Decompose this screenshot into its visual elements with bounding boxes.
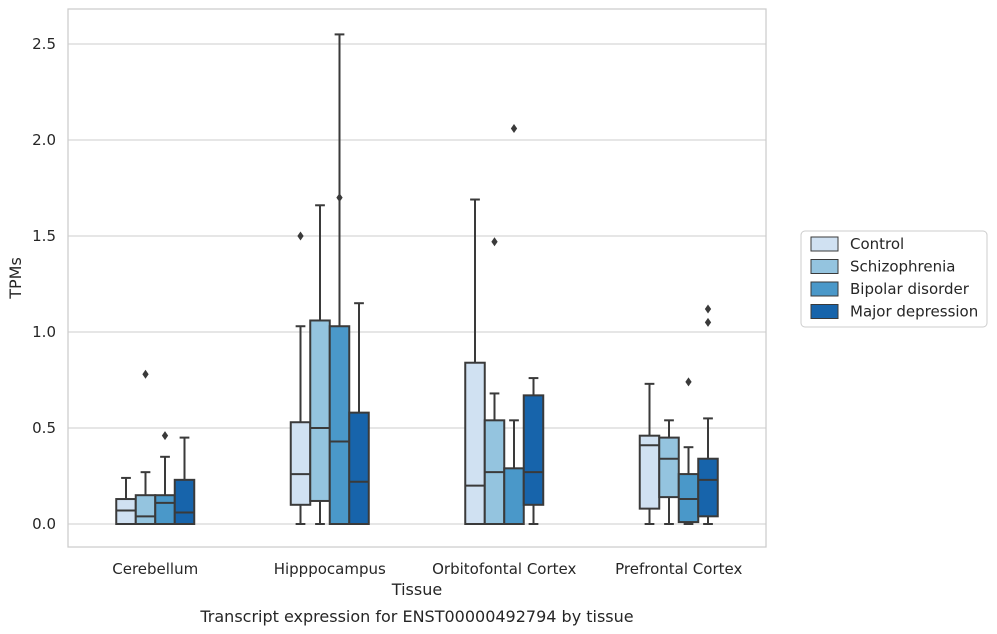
box-major-depression [173, 436, 196, 525]
box-iqr [173, 478, 196, 525]
legend-swatch [810, 259, 839, 274]
y-tick-label: 1.5 [32, 227, 56, 245]
y-tick-label: 2.5 [32, 35, 56, 53]
legend: Control Schizophrenia Bipolar disorder Majo… [800, 230, 988, 328]
legend-swatch [810, 304, 839, 319]
chart-caption: Transcript expression for ENST0000049279… [199, 607, 633, 626]
x-axis-label: Tissue [391, 580, 442, 599]
x-tick-label: Orbitofontal Cortex [432, 560, 576, 578]
box-iqr [658, 436, 680, 499]
y-axis-label: TPMs [6, 257, 25, 300]
box-control [289, 231, 312, 525]
y-tick-label: 2.0 [32, 131, 56, 149]
box-iqr [328, 325, 351, 525]
box-schizophrenia [658, 419, 680, 525]
y-tick-label: 1.0 [32, 323, 56, 341]
legend-label: Major depression [850, 303, 978, 321]
box-iqr [309, 319, 331, 502]
box-schizophrenia [483, 237, 506, 526]
box-major-depression [697, 304, 719, 525]
y-tick-label: 0.5 [32, 419, 56, 437]
legend-label: Bipolar disorder [850, 280, 970, 298]
legend-frame [800, 230, 988, 328]
box-control [115, 476, 137, 526]
box-iqr [522, 394, 545, 506]
box-iqr [348, 411, 370, 526]
x-tick-labels: Cerebellum Hipppocampus Orbitofontal Corte… [112, 560, 742, 578]
box-iqr [464, 361, 486, 525]
box-bipolar-disorder [503, 123, 525, 526]
box-iqr [154, 494, 176, 526]
box-iqr [638, 434, 661, 510]
legend-swatch [810, 236, 839, 252]
box-iqr [503, 467, 525, 526]
outlier-point [510, 123, 518, 133]
box-iqr [289, 421, 312, 506]
outlier-point [142, 369, 149, 379]
y-tick-label: 0.0 [32, 515, 56, 533]
box-bipolar-disorder [328, 33, 351, 525]
x-tick-label: Prefrontal Cortex [615, 560, 742, 578]
box-iqr [134, 494, 157, 526]
box-series [115, 33, 719, 526]
outlier-point [704, 317, 712, 327]
legend-swatch [810, 281, 839, 297]
outlier-point [685, 377, 692, 387]
x-tick-label: Hipppocampus [274, 560, 386, 578]
box-major-depression [522, 377, 545, 525]
x-tick-label: Cerebellum [112, 560, 198, 578]
outlier-point [297, 231, 304, 241]
box-iqr [697, 457, 719, 518]
legend-label: Control [850, 235, 904, 253]
outlier-point [336, 193, 343, 203]
outlier-point [491, 237, 498, 247]
legend-items: Control Schizophrenia Bipolar disorder Majo… [810, 235, 978, 321]
outlier-point [161, 431, 169, 441]
y-tick-labels: 0.0 0.5 1.0 1.5 2.0 2.5 [32, 35, 56, 533]
outlier-point [704, 304, 712, 314]
box-major-depression [348, 302, 370, 526]
legend-label: Schizophrenia [850, 258, 955, 276]
